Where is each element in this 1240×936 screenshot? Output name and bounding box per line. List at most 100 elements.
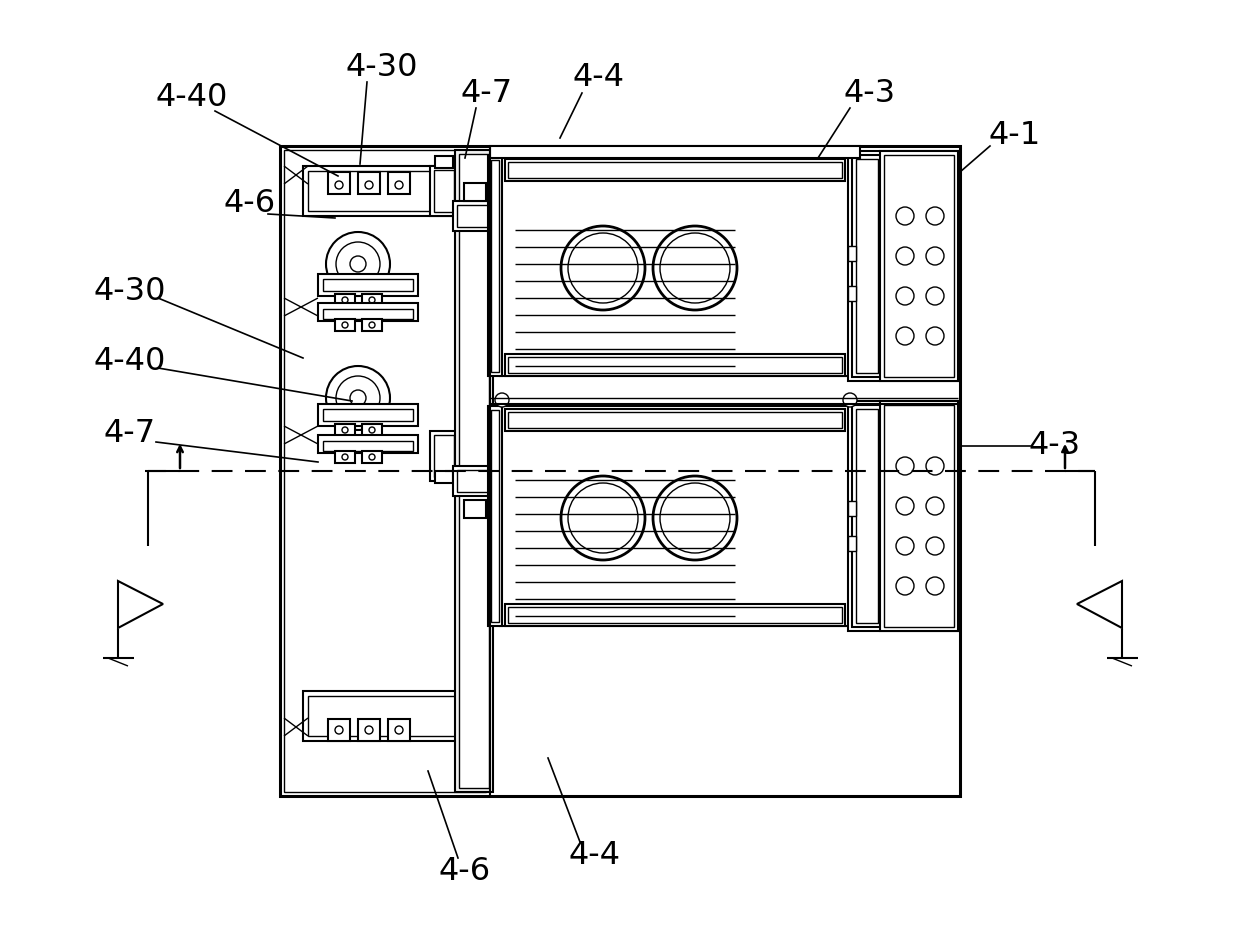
Circle shape <box>897 497 914 515</box>
Bar <box>490 146 861 158</box>
Bar <box>434 435 454 477</box>
Bar <box>322 309 413 319</box>
Bar <box>308 696 481 736</box>
Circle shape <box>342 297 348 303</box>
Circle shape <box>335 181 343 189</box>
Text: 4-7: 4-7 <box>461 79 513 110</box>
Bar <box>508 607 842 623</box>
Bar <box>430 166 458 216</box>
Circle shape <box>335 726 343 734</box>
Circle shape <box>653 226 737 310</box>
Bar <box>362 319 382 331</box>
Bar <box>458 470 491 492</box>
Circle shape <box>350 256 366 272</box>
Circle shape <box>396 181 403 189</box>
Bar <box>284 150 486 792</box>
Bar <box>505 604 844 626</box>
Circle shape <box>370 297 374 303</box>
Bar <box>458 205 491 227</box>
Circle shape <box>897 457 914 475</box>
Bar <box>848 151 959 381</box>
Circle shape <box>843 393 857 407</box>
Circle shape <box>660 483 730 553</box>
Bar <box>848 501 856 516</box>
Circle shape <box>897 287 914 305</box>
Circle shape <box>568 233 639 303</box>
Bar <box>335 424 355 436</box>
Circle shape <box>926 457 944 475</box>
Bar <box>453 201 495 231</box>
Circle shape <box>498 420 506 428</box>
Circle shape <box>365 726 373 734</box>
Bar <box>880 151 959 381</box>
Circle shape <box>926 247 944 265</box>
Bar <box>388 172 410 194</box>
Bar <box>303 166 486 216</box>
Circle shape <box>897 207 914 225</box>
Bar <box>317 404 418 426</box>
Bar <box>848 286 856 301</box>
Bar <box>435 156 453 168</box>
Bar <box>358 719 379 741</box>
Text: 4-3: 4-3 <box>1029 431 1081 461</box>
Bar <box>308 171 481 211</box>
Circle shape <box>926 327 944 345</box>
Text: 4-6: 4-6 <box>224 188 277 220</box>
Bar <box>303 691 486 741</box>
Bar <box>852 405 882 627</box>
Bar <box>464 500 486 518</box>
Circle shape <box>370 454 374 460</box>
Bar <box>884 405 954 627</box>
Bar <box>322 409 413 421</box>
Bar <box>505 159 844 181</box>
Bar <box>430 431 458 481</box>
Text: 4-4: 4-4 <box>572 63 624 94</box>
Circle shape <box>326 232 391 296</box>
Text: 4-40: 4-40 <box>156 82 228 113</box>
Circle shape <box>926 287 944 305</box>
Bar <box>848 401 959 631</box>
Circle shape <box>660 233 730 303</box>
Bar <box>453 466 495 496</box>
Circle shape <box>897 327 914 345</box>
Bar <box>335 319 355 331</box>
Bar <box>335 451 355 463</box>
Circle shape <box>326 366 391 430</box>
Bar <box>508 162 842 178</box>
Text: 4-40: 4-40 <box>94 345 166 376</box>
Text: 4-4: 4-4 <box>569 841 621 871</box>
Bar <box>455 150 494 792</box>
Bar <box>508 357 842 373</box>
Circle shape <box>560 476 645 560</box>
Bar <box>489 156 502 376</box>
Circle shape <box>926 537 944 555</box>
Circle shape <box>342 322 348 328</box>
Bar <box>317 303 418 321</box>
Circle shape <box>926 497 944 515</box>
Bar <box>322 279 413 291</box>
Bar <box>459 154 489 788</box>
Circle shape <box>336 242 379 286</box>
Circle shape <box>926 207 944 225</box>
Circle shape <box>568 483 639 553</box>
Circle shape <box>926 577 944 595</box>
Bar <box>508 412 842 428</box>
Bar <box>329 719 350 741</box>
Bar <box>505 409 844 431</box>
Bar <box>848 246 856 261</box>
Text: 4-7: 4-7 <box>104 418 156 449</box>
Bar <box>362 424 382 436</box>
Bar <box>500 406 849 626</box>
Bar <box>856 159 878 373</box>
Circle shape <box>370 322 374 328</box>
Text: 4-30: 4-30 <box>346 52 418 83</box>
Bar <box>358 172 379 194</box>
Circle shape <box>396 726 403 734</box>
Bar <box>505 354 844 376</box>
Bar <box>884 155 954 377</box>
Bar <box>491 160 498 372</box>
Bar <box>435 471 453 483</box>
Text: 4-1: 4-1 <box>988 121 1042 152</box>
Circle shape <box>342 454 348 460</box>
Bar <box>362 294 382 306</box>
